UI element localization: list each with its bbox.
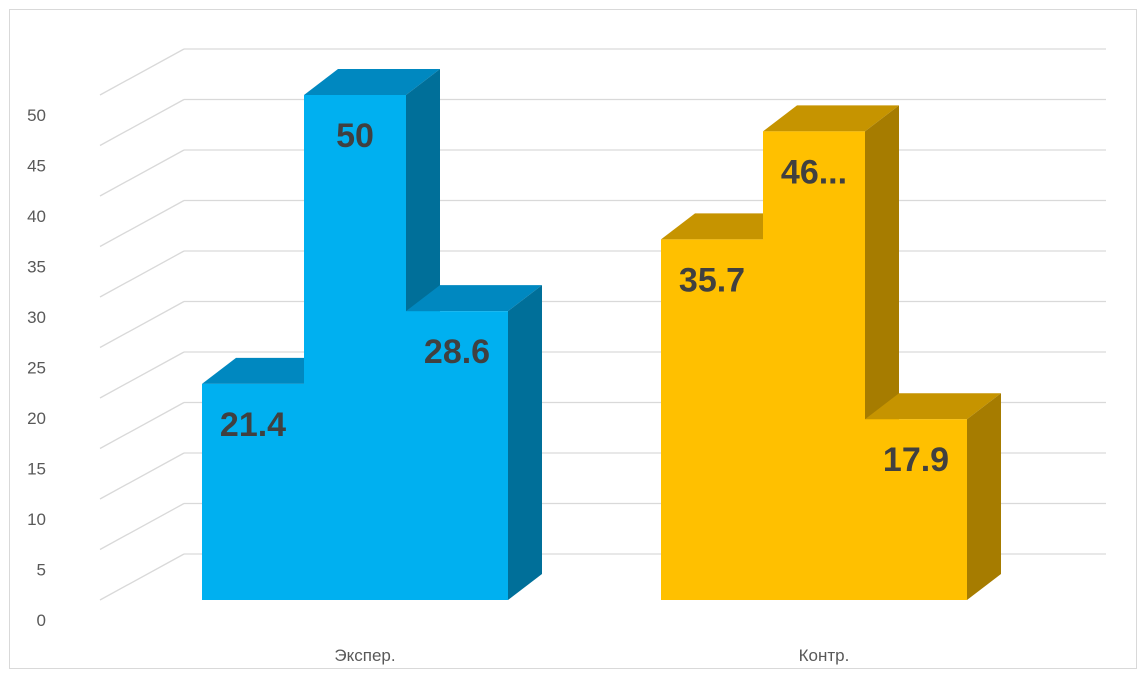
bar: [304, 95, 406, 600]
gridline-diagonal: [99, 300, 185, 349]
bar-side: [508, 285, 542, 600]
bar: [865, 419, 967, 600]
gridline-diagonal: [99, 452, 185, 500]
data-label: 28.6: [424, 333, 490, 371]
bar-top: [406, 285, 542, 312]
gridline-diagonal: [99, 48, 185, 96]
x-tick-label: Контр.: [799, 646, 850, 665]
data-label: 35.7: [679, 261, 745, 299]
gridline-diagonal: [99, 149, 185, 197]
bar: [763, 131, 865, 601]
gridline-diagonal: [99, 250, 185, 298]
gridline-diagonal: [99, 401, 185, 450]
gridline-diagonal: [99, 502, 185, 551]
bar-top: [304, 69, 440, 95]
gridline-diagonal: [99, 98, 185, 147]
y-tick-label: 0: [37, 611, 46, 630]
bar: [661, 239, 763, 600]
y-tick-label: 45: [27, 157, 46, 176]
gridline-diagonal: [99, 351, 185, 399]
bar-top: [763, 105, 899, 132]
bar: [406, 311, 508, 600]
bar-side: [967, 393, 1001, 600]
gridline-diagonal: [99, 553, 185, 601]
data-label: 46...: [781, 153, 847, 191]
y-tick-label: 20: [27, 409, 46, 428]
x-tick-label: Экспер.: [334, 646, 395, 665]
y-tick-label: 35: [27, 258, 46, 277]
y-tick-label: 5: [37, 561, 46, 580]
data-label: 50: [336, 117, 374, 155]
y-tick-label: 25: [27, 359, 46, 378]
data-label: 21.4: [220, 406, 286, 444]
y-tick-label: 30: [27, 308, 46, 327]
data-label: 17.9: [883, 441, 949, 479]
y-tick-label: 40: [27, 207, 46, 226]
bar: [202, 383, 304, 600]
gridline-diagonal: [99, 199, 185, 248]
y-tick-label: 15: [27, 460, 46, 479]
bar-top: [865, 393, 1001, 420]
y-tick-label: 10: [27, 510, 46, 529]
y-tick-label: 50: [27, 106, 46, 125]
